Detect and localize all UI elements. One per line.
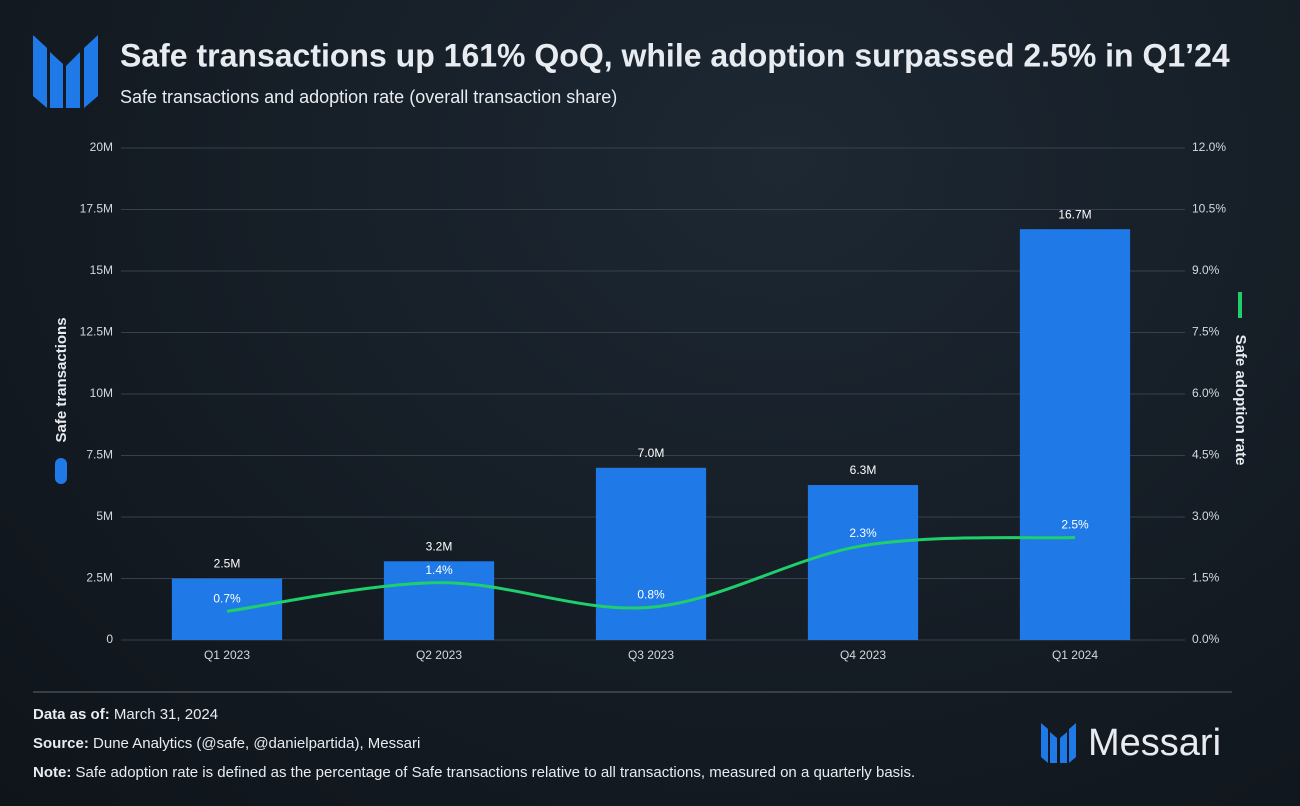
line-value-label: 2.3% xyxy=(849,526,877,540)
y2-tick-label: 1.5% xyxy=(1192,571,1220,585)
bar xyxy=(595,467,707,640)
chart-title: Safe transactions up 161% QoQ, while ado… xyxy=(120,37,1230,73)
y-tick-label: 10M xyxy=(90,386,113,400)
y2-tick-label: 6.0% xyxy=(1192,386,1220,400)
footer-date-label: Data as of: xyxy=(33,706,110,723)
y2-tick-label: 3.0% xyxy=(1192,509,1220,523)
bar xyxy=(383,561,495,640)
brand-name: Messari xyxy=(1088,722,1221,764)
bar-value-label: 7.0M xyxy=(638,446,665,460)
y2-tick-label: 0.0% xyxy=(1192,632,1220,646)
legend-swatch-bar xyxy=(55,458,67,484)
y2-tick-label: 12.0% xyxy=(1192,140,1226,154)
x-tick-label: Q2 2023 xyxy=(416,648,462,662)
y-tick-label: 12.5M xyxy=(80,325,113,339)
y-tick-label: 20M xyxy=(90,140,113,154)
y-tick-label: 17.5M xyxy=(80,202,113,216)
line-value-label: 0.7% xyxy=(213,591,241,605)
y2-tick-label: 10.5% xyxy=(1192,202,1226,216)
line-value-label: 0.8% xyxy=(637,587,665,601)
bar xyxy=(1019,229,1131,640)
bar-value-label: 2.5M xyxy=(214,557,241,571)
y2-axis-label: Safe adoption rate xyxy=(1232,335,1249,466)
x-tick-label: Q1 2023 xyxy=(204,648,250,662)
bar-value-label: 3.2M xyxy=(426,539,453,553)
x-tick-label: Q1 2024 xyxy=(1052,648,1098,662)
y2-tick-label: 9.0% xyxy=(1192,263,1220,277)
y-tick-label: 5M xyxy=(96,509,113,523)
footer-note-value: Safe adoption rate is defined as the per… xyxy=(76,764,916,781)
y2-tick-label: 4.5% xyxy=(1192,448,1220,462)
footer-date-value: March 31, 2024 xyxy=(114,706,218,723)
footer-date: Data as of: March 31, 2024 xyxy=(33,706,218,723)
logo-icon xyxy=(33,35,98,108)
line-value-label: 2.5% xyxy=(1061,518,1089,532)
x-tick-label: Q4 2023 xyxy=(840,648,886,662)
footer-source-value: Dune Analytics (@safe, @danielpartida), … xyxy=(93,735,420,752)
y2-legend: Safe adoption rate xyxy=(1232,335,1249,466)
bar xyxy=(807,485,919,640)
y-axis-label: Safe transactions xyxy=(53,317,70,442)
bar-value-label: 6.3M xyxy=(850,463,877,477)
line xyxy=(226,536,1076,613)
y2-tick-label: 7.5% xyxy=(1192,325,1220,339)
y-tick-label: 2.5M xyxy=(86,571,113,585)
footer-note-label: Note: xyxy=(33,764,71,781)
footer-source: Source: Dune Analytics (@safe, @danielpa… xyxy=(33,735,420,752)
y-tick-label: 7.5M xyxy=(86,448,113,462)
y-tick-label: 0 xyxy=(106,632,113,646)
plot-area: 0 2.5M 5M 7.5M 10M 12.5M 15M 17.5M 20M 0.0% 1.5% 3.… xyxy=(80,140,1227,662)
y-tick-label: 15M xyxy=(90,263,113,277)
footer-note: Note: Safe adoption rate is defined as t… xyxy=(33,764,915,781)
line-value-label: 1.4% xyxy=(425,563,453,577)
brand-icon xyxy=(1041,723,1076,763)
legend-swatch-line xyxy=(1238,292,1242,318)
y-legend: Safe transactions xyxy=(53,317,70,442)
x-tick-label: Q3 2023 xyxy=(628,648,674,662)
footer-source-label: Source: xyxy=(33,735,89,752)
bar xyxy=(171,578,283,640)
chart-subtitle: Safe transactions and adoption rate (ove… xyxy=(120,87,617,107)
bar-value-label: 16.7M xyxy=(1058,207,1091,221)
